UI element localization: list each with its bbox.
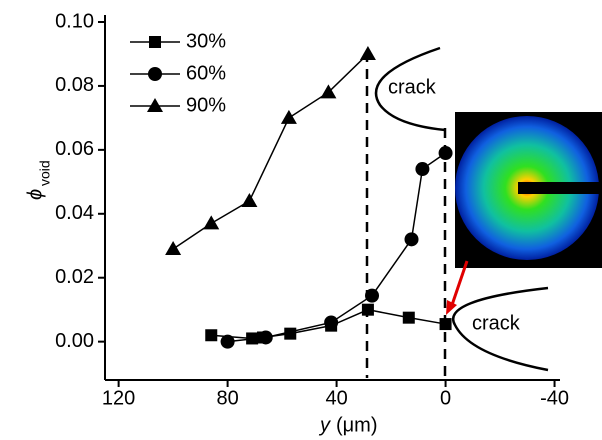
marker — [440, 318, 452, 330]
page: crack crack y (μm) ϕ void 120 80 40 0 -40 0.0… — [0, 0, 602, 440]
marker — [324, 315, 338, 329]
legend-label: 90% — [186, 94, 226, 116]
marker — [284, 328, 296, 340]
annotation: crack — [472, 312, 521, 334]
marker — [403, 312, 415, 324]
marker — [362, 304, 374, 316]
x-tick-label: 40 — [325, 387, 347, 409]
x-axis-unit: (μm) — [336, 414, 378, 436]
marker — [165, 241, 181, 255]
legend-label: 30% — [186, 30, 226, 52]
y-tick-label: 0.04 — [55, 202, 94, 224]
marker — [221, 335, 235, 349]
y-axis-label-group: ϕ void — [24, 160, 52, 200]
x-tick-label: -40 — [540, 387, 569, 409]
x-tick-label: 80 — [216, 387, 238, 409]
legend-marker — [149, 36, 161, 48]
y-tick-label: 0.10 — [55, 10, 94, 32]
inset-image — [455, 112, 602, 268]
marker — [259, 330, 273, 344]
marker — [281, 110, 297, 124]
y-tick-label: 0.06 — [55, 138, 94, 160]
y-tick-label: 0.02 — [55, 266, 94, 288]
marker — [205, 329, 217, 341]
y-tick-label: 0.00 — [55, 330, 94, 352]
x-tick-label: 0 — [440, 387, 451, 409]
marker — [203, 215, 219, 229]
marker — [365, 289, 379, 303]
marker — [360, 46, 376, 60]
marker — [405, 232, 419, 246]
marker — [439, 146, 453, 160]
legend-label: 60% — [186, 62, 226, 84]
marker — [415, 162, 429, 176]
y-axis-label-sub: void — [37, 160, 53, 186]
y-axis-label: ϕ — [24, 189, 46, 200]
x-tick-label: 120 — [102, 387, 135, 409]
y-tick-label: 0.08 — [55, 74, 94, 96]
marker — [241, 193, 257, 207]
x-axis-label: y — [318, 414, 331, 436]
legend-marker — [148, 67, 162, 81]
chart: crack crack y (μm) ϕ void 120 80 40 0 -40 0.0… — [0, 0, 602, 440]
legend-marker — [147, 98, 163, 112]
annotation: crack — [388, 76, 437, 98]
